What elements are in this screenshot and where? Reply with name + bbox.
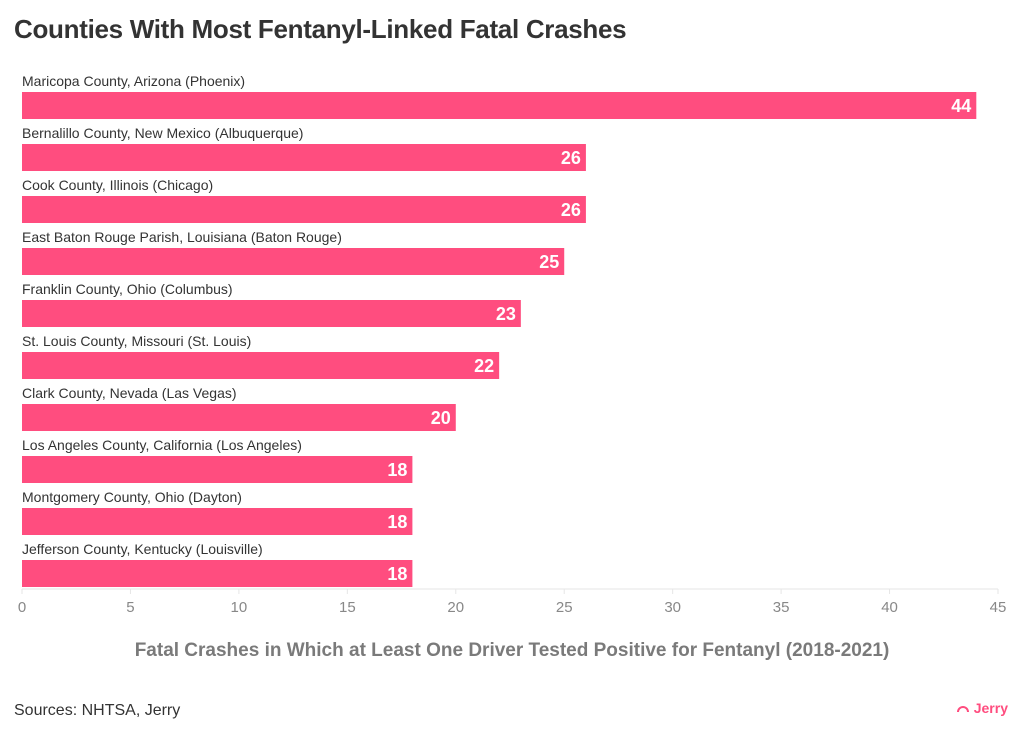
jerry-logo-icon [956,706,969,713]
x-tick-label: 10 [231,599,248,616]
category-label: Maricopa County, Arizona (Phoenix) [22,73,245,89]
category-label: Los Angeles County, California (Los Ange… [22,437,302,453]
chart-title: Counties With Most Fentanyl-Linked Fatal… [14,14,627,44]
bar [22,404,456,431]
x-tick-label: 40 [881,599,898,616]
data-label: 18 [387,512,407,532]
x-tick-label: 30 [664,599,681,616]
bar [22,92,977,119]
bar [22,456,413,483]
x-tick-label: 45 [990,599,1007,616]
bar [22,196,586,223]
data-label: 23 [496,304,516,324]
data-label: 18 [387,564,407,584]
category-label: Montgomery County, Ohio (Dayton) [22,489,242,505]
bar-chart: Maricopa County, Arizona (Phoenix) 44 Bern… [18,73,1007,616]
category-label: Bernalillo County, New Mexico (Albuquerq… [22,125,303,141]
bar [22,248,565,275]
x-tick-label: 35 [773,599,790,616]
x-tick-label: 0 [18,599,26,616]
bar [22,300,521,327]
category-label: Clark County, Nevada (Las Vegas) [22,385,237,401]
x-tick-label: 15 [339,599,356,616]
bar [22,560,413,587]
category-label: East Baton Rouge Parish, Louisiana (Bato… [22,229,342,245]
source-note: Sources: NHTSA, Jerry [14,702,181,719]
x-tick-label: 25 [556,599,573,616]
data-label: 44 [951,96,971,116]
jerry-logo: Jerry [956,700,1008,716]
data-label: 20 [431,408,451,428]
x-axis-label: Fatal Crashes in Which at Least One Driv… [134,640,890,661]
logo-text: Jerry [973,700,1008,716]
x-tick-label: 20 [447,599,464,616]
category-label: Cook County, Illinois (Chicago) [22,177,213,193]
bar [22,508,413,535]
category-label: Jefferson County, Kentucky (Louisville) [22,541,263,557]
bar [22,352,500,379]
data-label: 26 [561,148,581,168]
category-label: Franklin County, Ohio (Columbus) [22,281,233,297]
x-tick-label: 5 [126,599,134,616]
data-label: 26 [561,200,581,220]
data-label: 18 [387,460,407,480]
data-label: 22 [474,356,494,376]
category-label: St. Louis County, Missouri (St. Louis) [22,333,251,349]
data-label: 25 [539,252,559,272]
bar [22,144,586,171]
